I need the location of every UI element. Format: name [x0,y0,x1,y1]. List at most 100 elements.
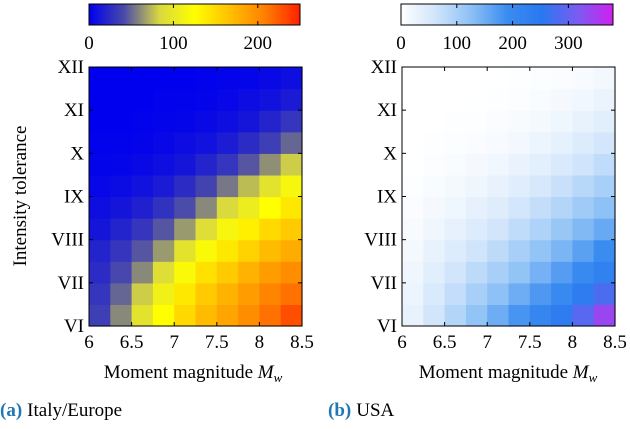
y-tick-label: X [383,143,397,164]
heatmap-cell [572,196,595,219]
heatmap-cell [89,153,111,176]
heatmap-cell [529,153,552,176]
heatmap-cell [110,196,133,219]
heatmap-cell [551,304,573,327]
plot-axes [88,66,303,327]
heatmap-cell [465,67,488,90]
heatmap-cell [259,88,282,111]
heatmap-cell [280,174,303,198]
heatmap-cell [551,196,573,219]
heatmap-cell [259,218,282,241]
heatmap-cell [131,131,154,154]
heatmap-cell [174,88,197,111]
heatmap-cell [402,261,424,284]
x-tick-label: 6 [84,332,94,353]
heatmap-cell [465,261,488,284]
heatmap-cell [593,131,616,154]
plot-axes [401,66,616,327]
heatmap-cell [238,261,260,284]
heatmap-cell [529,196,552,219]
heatmap-cell [280,218,303,241]
colorbar [88,3,301,26]
heatmap-cell [402,131,424,154]
heatmap-cell [593,239,616,262]
x-tick-label: 8.5 [290,332,314,353]
heatmap-cell [238,88,260,111]
heatmap-cell [593,67,616,90]
heatmap-cell [529,67,552,90]
heatmap-cell [402,218,424,241]
heatmap-cell [444,239,467,262]
x-tick-label: 6.5 [433,332,457,353]
colorbar [400,3,614,26]
heatmap-cell [572,282,595,306]
heatmap-cell [529,131,552,154]
y-tick-label: VII [371,273,397,294]
heatmap-cell [529,239,552,262]
heatmap-cell [259,131,282,154]
heatmap-cell [174,196,197,219]
heatmap-cell [174,282,197,306]
y-tick-label: IX [377,187,397,208]
heatmap-cell [423,153,446,176]
heatmap-cell [216,110,239,133]
heatmap-cells [402,67,616,327]
panel-usa: 0 100 200 300 VI VII VIII IX X XI XII 6 6.5 7 7.5 8 8.… [328,3,627,421]
heatmap-cell [280,110,303,133]
heatmap-cell [423,131,446,154]
heatmap-cell [402,88,424,111]
x-tick-label: 7 [482,332,492,353]
heatmap-cell [402,153,424,176]
y-tick-label: XII [371,57,397,78]
heatmap-cell [572,174,595,198]
heatmap-cell [551,110,573,133]
heatmap-cell [551,282,573,306]
heatmap-cell [131,218,154,241]
heatmap-cell [465,110,488,133]
heatmap-cell [465,88,488,111]
heatmap-cell [465,153,488,176]
heatmap-cell [487,261,510,284]
heatmap-cell [572,88,595,111]
heatmap-cell [508,88,531,111]
heatmap-cell [195,153,218,176]
y-tick-label: XII [58,57,84,78]
heatmap-cell [423,218,446,241]
heatmap-cell [465,174,488,198]
x-tick-label: 7 [169,332,179,353]
heatmap-cell [551,261,573,284]
colorbar-tick-label: 200 [498,33,527,54]
heatmap-cell [89,174,111,198]
heatmap-cell [423,67,446,90]
heatmap-cells [89,67,303,327]
heatmap-cell [593,282,616,306]
caption: (a) Italy/Europe [0,400,122,421]
heatmap-cell [216,218,239,241]
heatmap-cell [174,218,197,241]
heatmap-cell [487,218,510,241]
x-tick-labels: 6 6.5 7 7.5 8 8.5 [397,332,627,353]
heatmap-cell [131,304,154,327]
heatmap-cell [89,196,111,219]
heatmap-cell [593,196,616,219]
heatmap-cell [529,110,552,133]
y-tick-labels: VI VII VIII IX X XI XII [364,57,397,337]
heatmap-cell [572,304,595,327]
heatmap-cell [572,239,595,262]
heatmap-cell [110,304,133,327]
heatmap-cell [259,174,282,198]
heatmap-cell [131,261,154,284]
y-tick-label: XI [377,100,397,121]
heatmap-cell [423,88,446,111]
heatmap-cell [174,261,197,284]
heatmap-cell [195,174,218,198]
heatmap-cell [131,196,154,219]
x-axis-label: Moment magnitude Mw [419,362,598,385]
heatmap-cell [89,239,111,262]
heatmap-cell [593,218,616,241]
heatmap-cell [216,88,239,111]
heatmap-cell [89,131,111,154]
heatmap-cell [402,174,424,198]
heatmap-cell [131,110,154,133]
